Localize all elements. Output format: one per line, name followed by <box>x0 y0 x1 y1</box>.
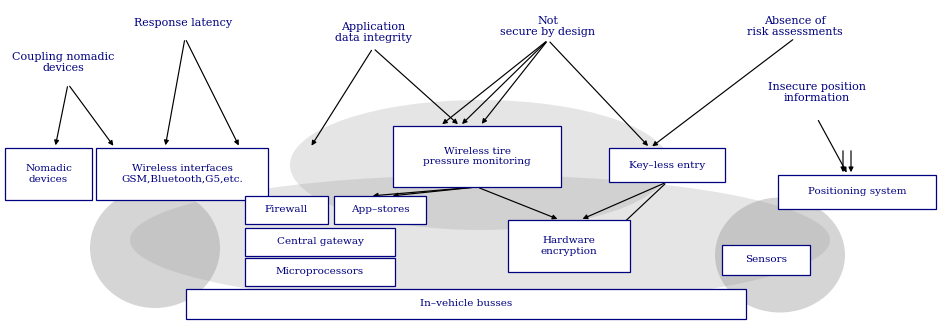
Text: Wireless interfaces
GSM,Bluetooth,G5,etc.: Wireless interfaces GSM,Bluetooth,G5,etc… <box>121 165 242 184</box>
Text: Sensors: Sensors <box>745 256 787 264</box>
Text: Insecure position
information: Insecure position information <box>768 82 866 103</box>
Text: Nomadic
devices: Nomadic devices <box>25 165 72 184</box>
Ellipse shape <box>715 198 845 313</box>
FancyBboxPatch shape <box>245 228 395 256</box>
FancyBboxPatch shape <box>609 148 725 182</box>
Text: Firewall: Firewall <box>265 205 308 215</box>
Text: Coupling nomadic
devices: Coupling nomadic devices <box>11 52 115 73</box>
Text: Positioning system: Positioning system <box>808 187 906 197</box>
Text: Central gateway: Central gateway <box>277 238 364 246</box>
FancyBboxPatch shape <box>5 148 92 200</box>
Text: Microprocessors: Microprocessors <box>276 268 364 276</box>
Text: App–stores: App–stores <box>350 205 409 215</box>
Text: Not
secure by design: Not secure by design <box>500 16 596 37</box>
FancyBboxPatch shape <box>245 258 395 286</box>
FancyBboxPatch shape <box>245 196 328 224</box>
FancyBboxPatch shape <box>722 245 810 275</box>
FancyBboxPatch shape <box>186 289 746 319</box>
Text: In–vehicle busses: In–vehicle busses <box>420 300 512 308</box>
FancyBboxPatch shape <box>334 196 426 224</box>
Ellipse shape <box>290 100 670 230</box>
Text: Wireless tire
pressure monitoring: Wireless tire pressure monitoring <box>423 147 531 166</box>
Ellipse shape <box>90 188 220 308</box>
Ellipse shape <box>130 175 830 305</box>
Text: Response latency: Response latency <box>134 18 232 28</box>
Text: Key–less entry: Key–less entry <box>629 160 706 170</box>
FancyBboxPatch shape <box>508 220 630 272</box>
FancyBboxPatch shape <box>96 148 268 200</box>
Text: Hardware
encryption: Hardware encryption <box>541 236 598 256</box>
FancyBboxPatch shape <box>393 126 561 187</box>
Text: Absence of
risk assessments: Absence of risk assessments <box>747 16 843 37</box>
Text: Application
data integrity: Application data integrity <box>334 22 411 43</box>
FancyBboxPatch shape <box>778 175 936 209</box>
